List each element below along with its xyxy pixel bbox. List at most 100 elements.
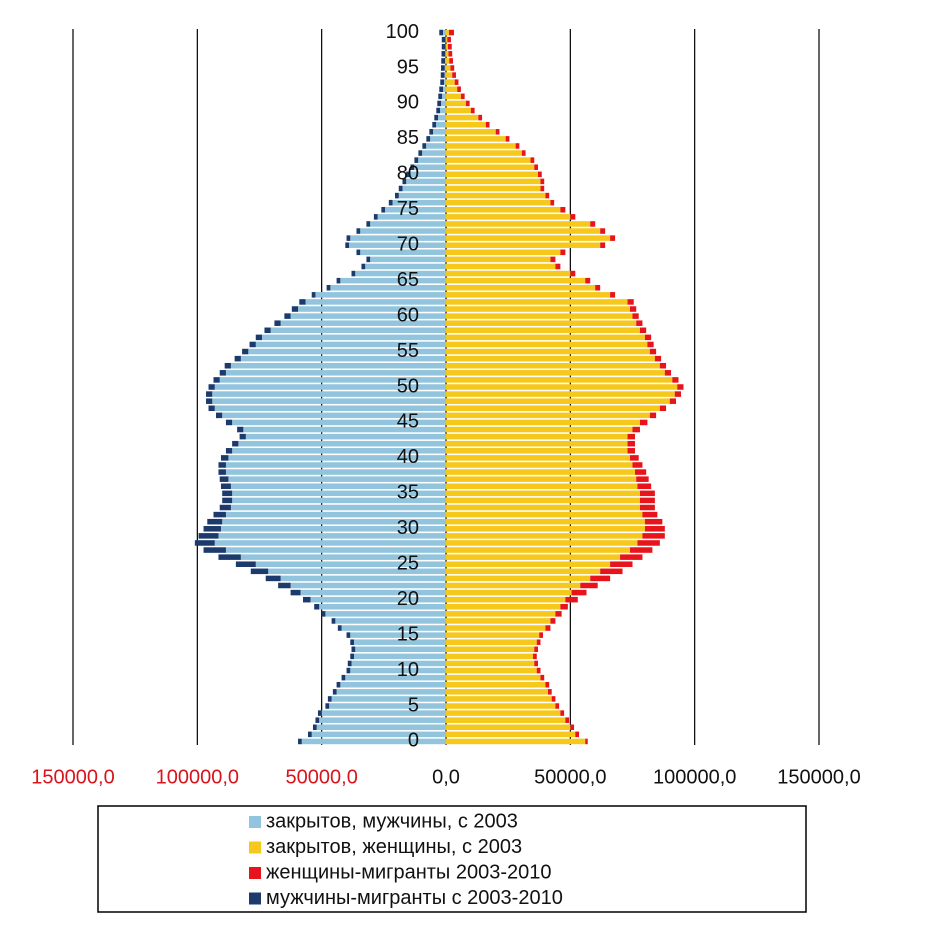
bar: [446, 199, 551, 206]
bar: [674, 391, 681, 397]
bar: [446, 561, 611, 567]
bar: [595, 284, 601, 291]
bar: [540, 178, 545, 185]
bar: [565, 717, 570, 723]
bar: [218, 469, 226, 475]
bar: [446, 483, 638, 490]
bar: [291, 306, 299, 312]
bar: [446, 391, 675, 397]
bar: [446, 582, 581, 589]
bar: [446, 440, 628, 447]
y-tick-label: 70: [397, 233, 419, 255]
bar: [642, 511, 658, 518]
bar: [639, 490, 655, 497]
bar: [225, 448, 233, 454]
bar: [446, 284, 596, 291]
bar: [290, 313, 446, 319]
bar: [515, 143, 520, 149]
bar: [232, 448, 446, 454]
bar: [446, 469, 635, 475]
bar: [220, 483, 231, 490]
bar: [402, 178, 407, 185]
y-tick-label: 65: [397, 269, 419, 291]
bar: [555, 703, 560, 709]
bar: [410, 164, 415, 171]
bar: [446, 114, 479, 121]
bar: [330, 284, 446, 291]
bar: [446, 242, 601, 248]
bar: [550, 199, 555, 206]
bar: [637, 540, 660, 546]
bar: [590, 221, 596, 227]
bar: [446, 554, 621, 560]
y-tick-label: 95: [397, 56, 419, 78]
bar: [350, 667, 446, 674]
bar: [446, 568, 601, 575]
bar: [446, 143, 516, 149]
bar: [290, 589, 301, 596]
bar: [434, 114, 439, 121]
bar: [290, 582, 446, 589]
bar: [207, 518, 223, 525]
bar: [219, 504, 231, 511]
bar: [444, 65, 446, 71]
bar: [630, 306, 637, 312]
bar: [206, 398, 213, 404]
bar: [347, 660, 352, 667]
bar: [440, 72, 445, 78]
bar: [550, 618, 556, 624]
bar: [270, 327, 446, 334]
bar: [443, 29, 446, 36]
bar: [446, 547, 631, 553]
bar: [446, 433, 628, 440]
bar: [539, 632, 543, 638]
bar: [366, 256, 371, 263]
bar: [203, 526, 221, 532]
bar: [441, 43, 446, 50]
bar: [265, 575, 281, 582]
bar: [627, 448, 635, 454]
bar: [234, 355, 241, 362]
bar: [418, 150, 423, 156]
bar: [570, 270, 576, 277]
bar: [644, 334, 652, 341]
bar: [600, 242, 606, 248]
bar: [422, 143, 427, 149]
bar: [446, 625, 546, 631]
bar: [446, 405, 660, 412]
bar: [580, 582, 598, 589]
bar: [446, 596, 566, 603]
bar: [446, 228, 601, 234]
bar: [331, 696, 446, 702]
bar: [634, 469, 647, 475]
bar: [232, 419, 446, 426]
bar: [642, 533, 665, 539]
y-tick-label: 85: [397, 127, 419, 149]
bar: [454, 79, 459, 85]
bar: [225, 419, 233, 426]
bar: [585, 738, 588, 745]
bar: [429, 129, 434, 135]
bar: [446, 618, 551, 624]
bar: [446, 703, 556, 709]
bar: [240, 355, 446, 362]
bar: [319, 603, 446, 610]
bar: [446, 348, 650, 355]
bar: [560, 710, 565, 716]
bar: [446, 455, 631, 461]
bar: [365, 263, 446, 270]
bar: [331, 618, 336, 624]
bar: [351, 660, 446, 667]
bar: [446, 43, 448, 50]
bar: [441, 36, 446, 43]
bar: [444, 79, 446, 85]
bar: [218, 533, 446, 539]
bar: [438, 114, 446, 121]
bar: [194, 540, 215, 546]
bar: [446, 306, 631, 312]
bar: [571, 589, 587, 596]
bar: [536, 639, 541, 645]
bar: [345, 674, 446, 681]
y-tick-label: 55: [397, 340, 419, 362]
bar: [555, 611, 562, 617]
